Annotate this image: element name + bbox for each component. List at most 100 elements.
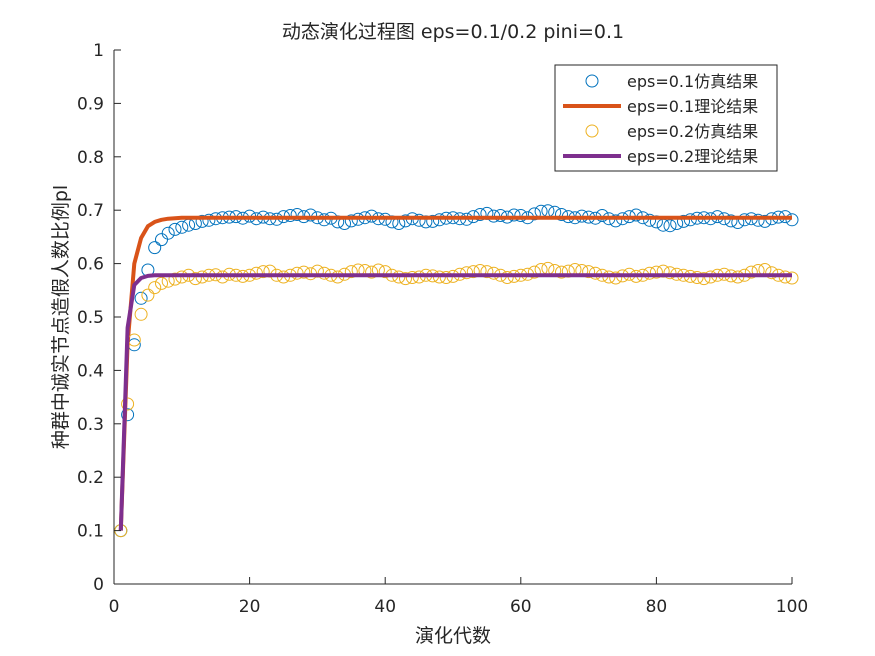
series-point-0 <box>175 220 189 234</box>
legend-label: eps=0.2理论结果 <box>627 147 758 166</box>
series-point-0 <box>432 213 446 227</box>
series-point-2 <box>344 265 358 279</box>
series-point-0 <box>283 209 297 222</box>
y-tick-label: 0.9 <box>77 94 104 114</box>
series-point-0 <box>738 213 751 227</box>
series-point-0 <box>412 213 426 227</box>
legend-label: eps=0.2仿真结果 <box>627 122 758 141</box>
series-point-2 <box>582 265 596 279</box>
series-point-0 <box>751 213 765 227</box>
series-point-2 <box>527 265 541 279</box>
legend-swatch <box>585 124 599 138</box>
y-tick-label: 0.7 <box>77 201 104 221</box>
y-tick-label: 0 <box>93 575 104 595</box>
series-point-2 <box>744 265 758 279</box>
series-point-0 <box>148 241 162 255</box>
series-point-2 <box>643 266 657 280</box>
series-point-0 <box>527 207 541 221</box>
y-tick-label: 1 <box>93 41 104 61</box>
legend: eps=0.1仿真结果 eps=0.1理论结果 eps=0.2仿真结果 eps=0.2… <box>554 64 778 172</box>
series-point-0 <box>555 208 568 221</box>
series-point-0 <box>202 213 216 227</box>
series-point-0 <box>507 208 521 222</box>
series-point-0 <box>121 408 135 422</box>
series-point-0 <box>195 214 209 228</box>
x-tick-label: 0 <box>109 597 120 617</box>
series-point-2 <box>155 276 168 290</box>
series-point-0 <box>683 213 697 227</box>
series-point-2 <box>134 307 148 321</box>
series-point-0 <box>304 208 318 222</box>
y-tick-label: 0.6 <box>77 255 104 275</box>
series-point-0 <box>785 213 799 227</box>
axes-layer: 0 20 40 60 80 100 0 0.1 0.2 0.3 0.4 0.5 0.6 0.7 0.8 0.9… <box>77 41 808 617</box>
x-tick-label: 100 <box>776 597 808 617</box>
y-axis-label: 种群中诚实节点造假人数比例pl <box>50 185 72 449</box>
legend-swatch <box>585 74 599 88</box>
series-line-1 <box>118 215 792 531</box>
series-point-2 <box>141 288 155 302</box>
series-line-3 <box>118 273 792 531</box>
y-tick-label: 0.2 <box>77 468 104 488</box>
series-point-2 <box>480 265 494 279</box>
series-point-2 <box>785 271 799 285</box>
y-tick-label: 0.5 <box>77 308 104 328</box>
series-point-2 <box>439 271 453 284</box>
series-point-2 <box>649 265 663 279</box>
series-point-0 <box>426 214 440 228</box>
series-point-2 <box>765 266 779 280</box>
series-point-2 <box>297 265 311 279</box>
series-point-2 <box>290 266 304 280</box>
series-point-2 <box>697 272 711 286</box>
series-point-2 <box>121 397 135 411</box>
legend-label: eps=0.1理论结果 <box>627 97 758 116</box>
y-tick-label: 0.4 <box>77 361 104 381</box>
series-point-2 <box>690 271 704 284</box>
series-point-0 <box>514 209 528 222</box>
series-point-0 <box>629 208 643 222</box>
y-tick-label: 0.8 <box>77 148 104 168</box>
series-point-2 <box>500 271 514 284</box>
x-tick-label: 20 <box>239 597 261 617</box>
series-layer <box>114 204 799 538</box>
series-point-2 <box>148 281 162 295</box>
x-axis-label: 演化代数 <box>415 625 491 647</box>
series-point-2 <box>555 265 568 279</box>
series-point-2 <box>365 265 379 279</box>
series-point-0 <box>724 214 738 228</box>
series-point-2 <box>487 266 501 280</box>
series-point-2 <box>168 272 182 286</box>
series-point-0 <box>595 209 609 222</box>
series-point-2 <box>188 272 202 286</box>
series-point-2 <box>466 265 480 279</box>
series-point-0 <box>609 214 623 228</box>
y-tick-label: 0.1 <box>77 522 104 542</box>
series-point-2 <box>256 265 270 279</box>
series-point-2 <box>399 272 412 286</box>
series-point-0 <box>344 214 358 228</box>
series-point-2 <box>405 271 419 284</box>
series-point-0 <box>758 214 772 228</box>
series-point-2 <box>378 265 392 279</box>
legend-box <box>554 64 778 172</box>
chart-title: 动态演化过程图 eps=0.1/0.2 pini=0.1 <box>282 21 624 43</box>
series-point-2 <box>609 271 623 285</box>
series-point-0 <box>168 222 182 236</box>
series-point-0 <box>399 214 412 228</box>
series-point-0 <box>161 226 175 240</box>
series-point-0 <box>643 213 657 227</box>
series-point-2 <box>663 266 677 280</box>
x-tick-label: 80 <box>646 597 668 617</box>
series-point-0 <box>134 291 148 305</box>
series-point-2 <box>588 266 602 280</box>
series-point-0 <box>494 209 507 222</box>
x-tick-label: 60 <box>510 597 532 617</box>
series-point-2 <box>460 266 474 280</box>
x-tick-label: 40 <box>374 597 396 617</box>
y-tick-label: 0.3 <box>77 415 104 435</box>
legend-label: eps=0.1仿真结果 <box>627 72 758 91</box>
series-point-0 <box>317 213 331 227</box>
series-point-2 <box>317 266 331 280</box>
series-point-0 <box>677 214 690 228</box>
